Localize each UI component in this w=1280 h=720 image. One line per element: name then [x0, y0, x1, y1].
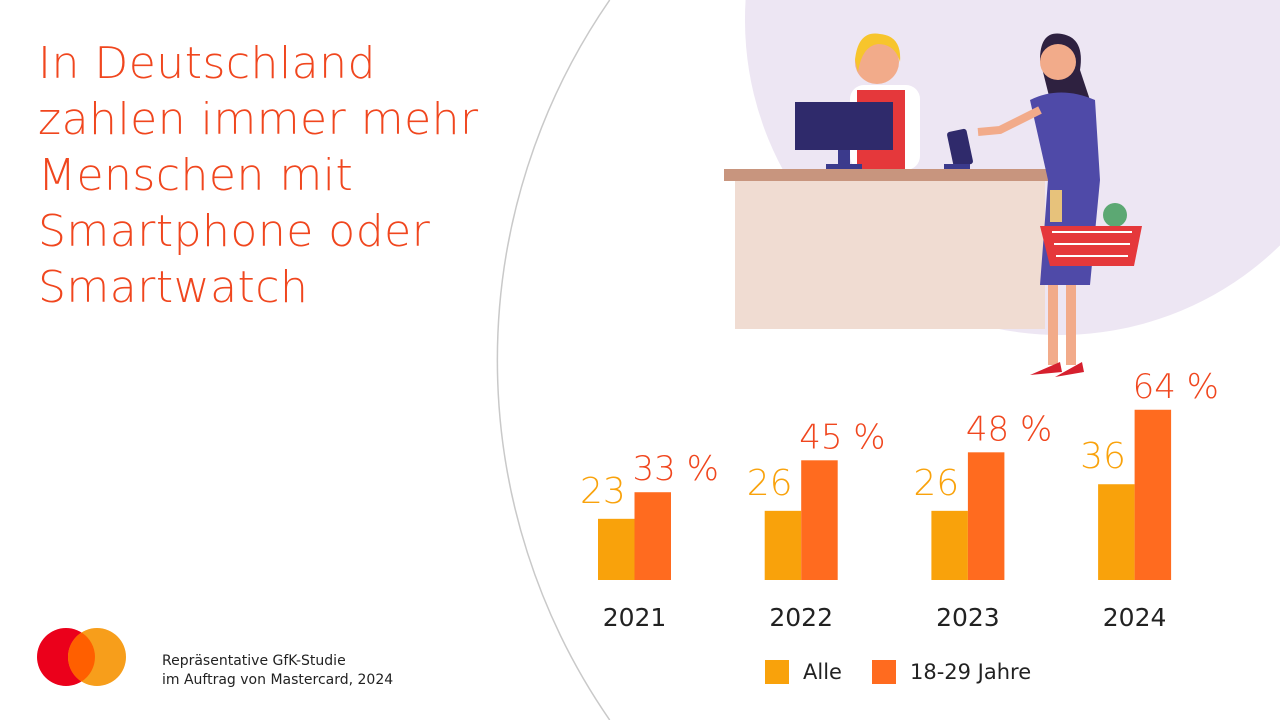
x-tick-label: 2021	[603, 603, 667, 632]
data-label: 26	[913, 463, 959, 504]
title-line: Smartwatch	[38, 262, 309, 313]
title-line: Menschen mit	[38, 150, 354, 201]
card-terminal	[944, 128, 973, 169]
x-tick-label: 2023	[936, 603, 1000, 632]
title-line: zahlen immer mehr	[38, 94, 479, 145]
data-label: 26	[747, 463, 793, 504]
x-tick-label: 2024	[1103, 603, 1167, 632]
bar-18-29	[634, 492, 671, 580]
counter-body	[735, 181, 1045, 329]
legend-item-18-29: 18-29 Jahre	[871, 660, 1032, 684]
data-label: 33 %	[633, 449, 719, 489]
shopping-basket	[1040, 190, 1142, 266]
page-title: In Deutschland zahlen immer mehr Mensche…	[38, 36, 479, 316]
legend-label: Alle	[803, 660, 842, 684]
mastercard-logo	[37, 628, 126, 686]
source-note: Repräsentative GfK-Studie im Auftrag von…	[162, 652, 393, 690]
bar-alle	[1098, 484, 1135, 580]
bar-alle	[764, 510, 802, 580]
legend-label: 18-29 Jahre	[909, 660, 1032, 684]
bar-alle	[598, 518, 635, 580]
source-line: Repräsentative GfK-Studie	[162, 653, 346, 669]
legend-swatch	[871, 660, 896, 684]
data-label: 48 %	[966, 409, 1052, 449]
legend-item-alle: Alle	[765, 660, 842, 684]
bar-alle	[931, 510, 968, 580]
chart-legend: Alle 18-29 Jahre	[765, 660, 1061, 684]
bar-18-29	[1134, 409, 1172, 580]
bar-18-29	[801, 460, 838, 580]
title-line: In Deutschland	[38, 38, 376, 89]
background-arc	[496, 0, 611, 720]
pos-monitor	[795, 102, 893, 169]
title-line: Smartphone oder	[38, 206, 431, 257]
counter-top	[724, 169, 1054, 181]
data-label: 36	[1080, 436, 1126, 477]
data-label: 23	[580, 471, 626, 512]
legend-swatch	[765, 660, 789, 684]
data-label: 45 %	[799, 417, 885, 457]
bar-18-29	[967, 452, 1005, 580]
data-label: 64 %	[1133, 367, 1219, 407]
x-tick-label: 2022	[769, 603, 833, 632]
source-line: im Auftrag von Mastercard, 2024	[162, 672, 394, 688]
